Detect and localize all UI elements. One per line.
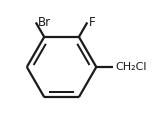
- Text: F: F: [89, 16, 96, 29]
- Text: Br: Br: [38, 16, 51, 29]
- Text: CH₂Cl: CH₂Cl: [115, 62, 146, 72]
